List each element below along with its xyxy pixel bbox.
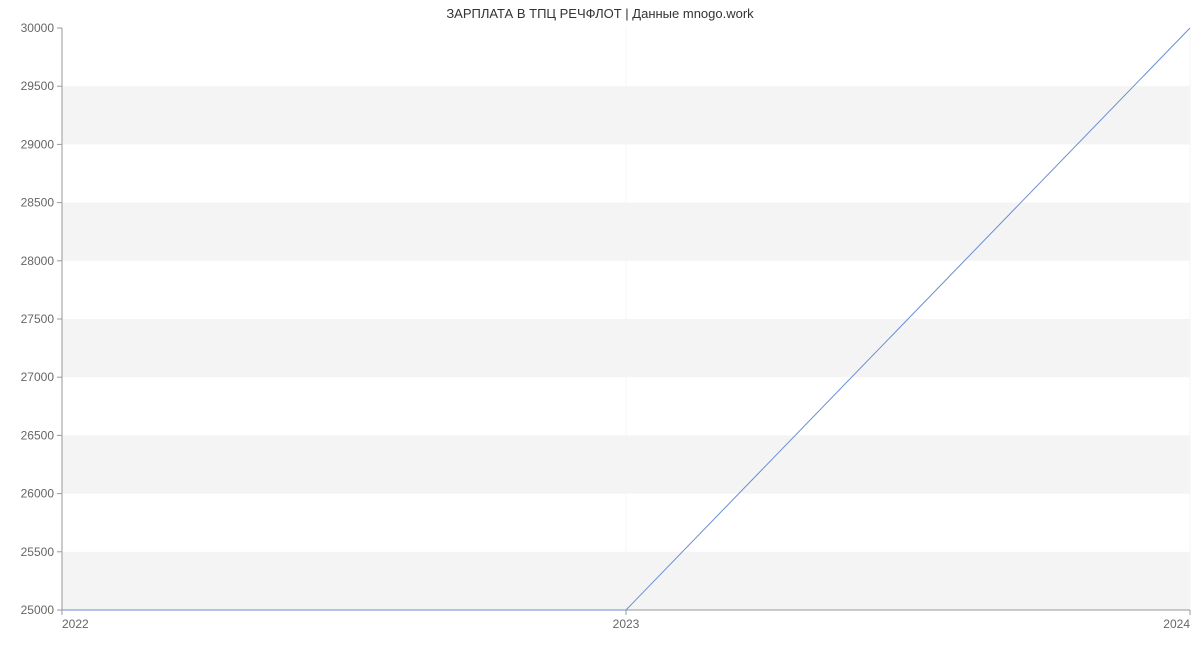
y-tick-label: 25500 [21,545,55,559]
y-tick-label: 25000 [21,603,55,617]
chart-title: ЗАРПЛАТА В ТПЦ РЕЧФЛОТ | Данные mnogo.wo… [0,6,1200,21]
y-tick-label: 30000 [21,21,55,35]
y-tick-label: 29000 [21,137,55,151]
y-tick-label: 26500 [21,428,55,442]
y-tick-label: 27500 [21,312,55,326]
x-tick-label: 2024 [1163,617,1190,631]
y-tick-label: 26000 [21,487,55,501]
line-chart: ЗАРПЛАТА В ТПЦ РЕЧФЛОТ | Данные mnogo.wo… [0,0,1200,650]
x-tick-label: 2023 [613,617,640,631]
y-tick-label: 29500 [21,79,55,93]
y-tick-label: 28500 [21,196,55,210]
x-tick-label: 2022 [62,617,89,631]
chart-svg: 25000 25500 26000 26500 27000 27500 28000 28500… [0,0,1200,650]
y-tick-label: 28000 [21,254,55,268]
y-tick-label: 27000 [21,370,55,384]
